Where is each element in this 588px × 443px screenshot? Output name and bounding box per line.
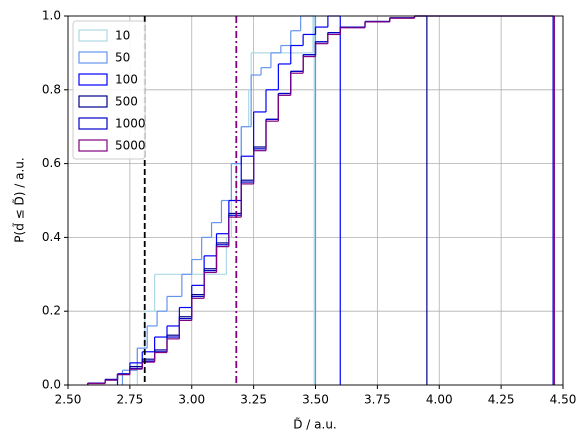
legend-label: 500 <box>115 95 138 109</box>
x-tick-label: 2.50 <box>55 393 82 407</box>
legend-swatch <box>78 139 108 152</box>
legend-label: 5000 <box>115 139 146 153</box>
x-tick-label: 3.00 <box>178 393 205 407</box>
x-axis-label: D̃ / a.u. <box>293 417 337 431</box>
y-tick-label: 0.8 <box>42 82 61 96</box>
x-tick-label: 2.75 <box>117 393 144 407</box>
y-tick-label: 0.2 <box>42 304 61 318</box>
x-tick-label: 3.25 <box>240 393 267 407</box>
legend-box <box>72 20 146 160</box>
x-tick-label: 3.50 <box>302 393 329 407</box>
legend-label: 10 <box>115 29 130 43</box>
x-tick-label: 4.00 <box>426 393 453 407</box>
legend-label: 100 <box>115 73 138 87</box>
y-axis-label: P(d̃ ≤ D̃) / a.u. <box>12 157 26 242</box>
legend-swatch <box>78 29 108 42</box>
legend: 10 50 100 500 1000 5000 <box>72 20 146 160</box>
series <box>87 15 555 385</box>
x-tick-label: 3.75 <box>364 393 391 407</box>
x-tick-label: 4.50 <box>550 393 577 407</box>
y-tick-label: 0.6 <box>42 156 61 170</box>
y-tick-label: 1.0 <box>42 9 61 23</box>
plot-frame <box>67 15 564 386</box>
legend-swatch <box>78 95 108 108</box>
series <box>121 15 317 385</box>
y-tick-label: 0.4 <box>42 230 61 244</box>
series <box>87 15 554 385</box>
legend-swatch <box>78 73 108 86</box>
legend-swatch <box>78 117 108 130</box>
x-tick-label: 4.25 <box>488 393 515 407</box>
legend-label: 1000 <box>115 117 146 131</box>
legend-swatch <box>78 51 108 64</box>
y-tick-label: 0.0 <box>42 378 61 392</box>
legend-label: 50 <box>115 51 130 65</box>
series <box>116 15 341 385</box>
